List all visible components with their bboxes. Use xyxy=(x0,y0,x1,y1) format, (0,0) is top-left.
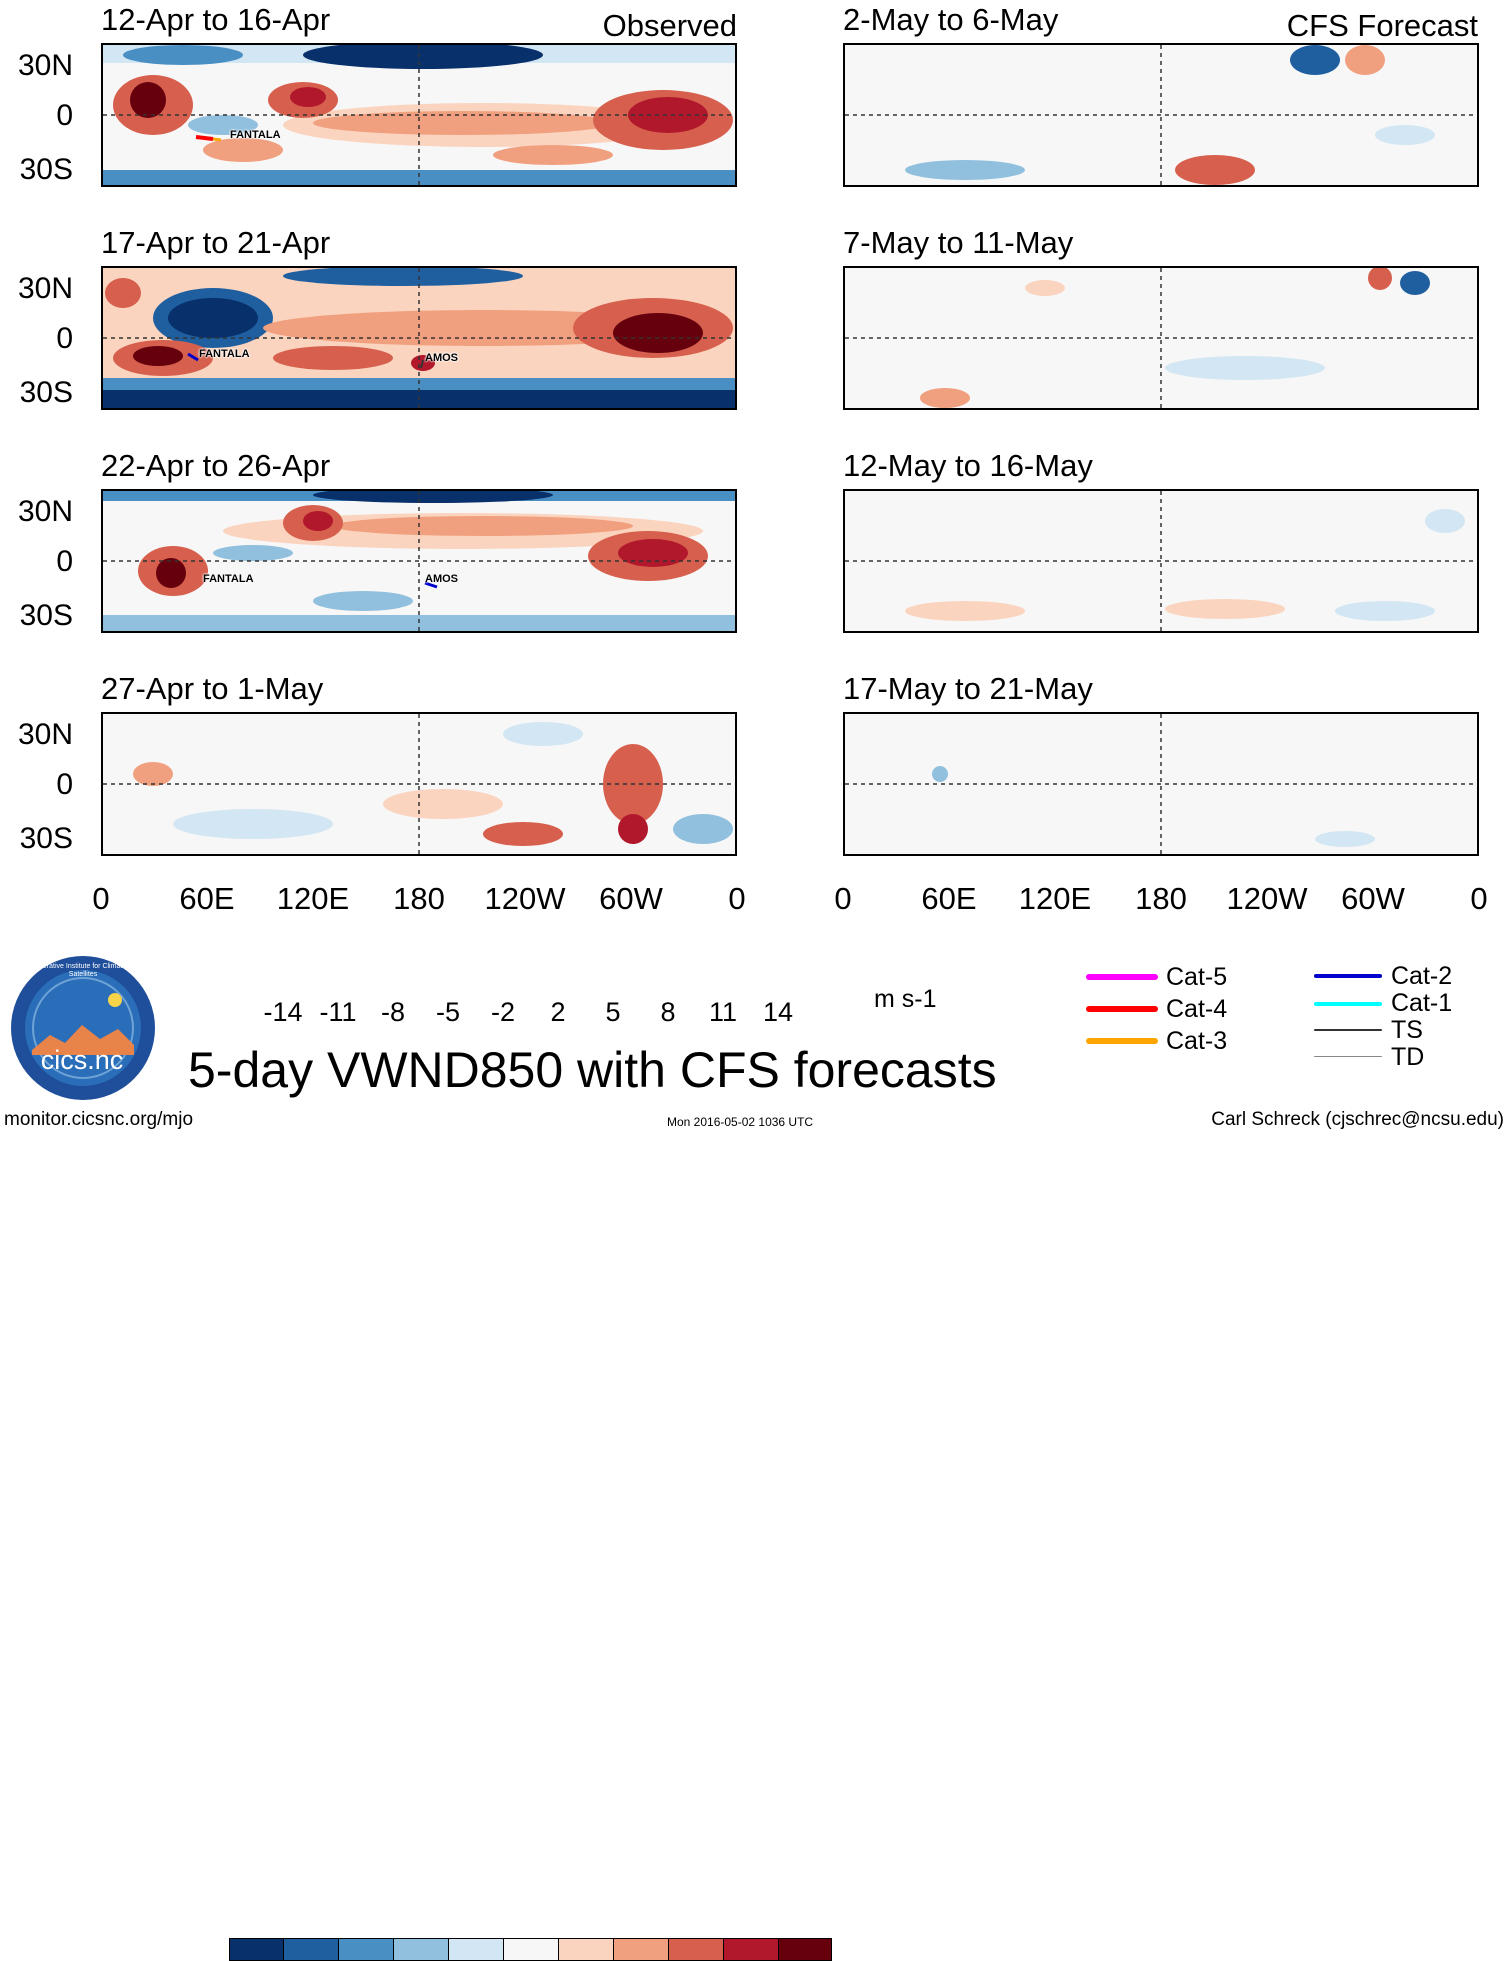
footer-timestamp: Mon 2016-05-02 1036 UTC xyxy=(667,1115,814,1129)
colorbar-swatch xyxy=(229,1938,284,1961)
lat-label: 30S xyxy=(19,153,73,186)
lon-label: 0 xyxy=(92,881,110,916)
colorbar-tick: 8 xyxy=(660,997,676,1027)
storm-label: AMOS xyxy=(425,352,458,364)
forecast-panel-2-map xyxy=(843,266,1479,410)
legend-label: TS xyxy=(1391,1016,1423,1044)
colorbar-swatch xyxy=(778,1938,832,1961)
colorbar-swatch xyxy=(613,1938,669,1961)
legend-label: Cat-5 xyxy=(1166,963,1228,991)
colorbar-tick: -11 xyxy=(319,997,357,1027)
cat4-swatch xyxy=(1086,1006,1158,1012)
storm-label: FANTALA xyxy=(230,129,281,141)
legend-label: Cat-1 xyxy=(1391,989,1453,1017)
legend-label: Cat-3 xyxy=(1166,1027,1228,1055)
logo-ring-text: Cooperative Institute for Climate and Sa… xyxy=(26,963,140,978)
lon-label: 0 xyxy=(834,881,852,916)
observed-panel-3-title: 22-Apr to 26-Apr xyxy=(101,448,331,483)
legend-label: Cat-2 xyxy=(1391,962,1453,990)
lon-label: 60W xyxy=(1341,881,1405,916)
colorbar-tick: -14 xyxy=(263,997,303,1027)
cat5-swatch xyxy=(1086,974,1158,980)
colorbar-swatch xyxy=(558,1938,614,1961)
forecast-panel-1-map xyxy=(843,43,1479,187)
colorbar-tick: 5 xyxy=(605,997,621,1027)
lat-label: 0 xyxy=(56,768,73,801)
footer-author: Carl Schreck (cjschrec@ncsu.edu) xyxy=(1211,1109,1504,1130)
lat-label: 0 xyxy=(56,545,73,578)
lat-label: 30N xyxy=(17,495,73,528)
observed-panel-2-map: FANTALA AMOS xyxy=(101,266,737,410)
lon-label: 120W xyxy=(1226,881,1308,916)
forecast-panel-3-map xyxy=(843,489,1479,633)
lat-label: 30S xyxy=(19,376,73,409)
observed-panel-1-map: FANTALA xyxy=(101,43,737,187)
forecast-label: CFS Forecast xyxy=(1286,8,1478,43)
colorbar-tick: -2 xyxy=(490,997,516,1027)
lon-label: 60E xyxy=(179,881,235,916)
colorbar-units: m s-1 xyxy=(874,985,937,1013)
lat-label: 0 xyxy=(56,322,73,355)
storm-label: AMOS xyxy=(425,573,458,585)
logo-text: cics.nc xyxy=(40,1045,124,1075)
colorbar-swatch xyxy=(338,1938,394,1961)
lat-label: 30N xyxy=(17,49,73,82)
lon-label: 120E xyxy=(1018,881,1092,916)
observed-panel-3-map: FANTALA AMOS xyxy=(101,489,737,633)
forecast-panel-1-title: 2-May to 6-May xyxy=(843,2,1059,37)
forecast-panel-4-title: 17-May to 21-May xyxy=(843,671,1093,706)
colorbar-tick: 11 xyxy=(708,997,738,1027)
colorbar-tick: 14 xyxy=(762,997,794,1027)
lon-label: 180 xyxy=(393,881,445,916)
lon-label: 60E xyxy=(921,881,977,916)
colorbar-swatch xyxy=(283,1938,339,1961)
lat-label: 30N xyxy=(17,272,73,305)
lon-label: 120W xyxy=(484,881,566,916)
forecast-panel-3-title: 12-May to 16-May xyxy=(843,448,1093,483)
cat3-swatch xyxy=(1086,1038,1158,1044)
footer-url: monitor.cicsnc.org/mjo xyxy=(4,1109,194,1130)
legend-label: TD xyxy=(1391,1043,1425,1071)
colorbar xyxy=(229,969,832,1961)
colorbar-swatch xyxy=(668,1938,724,1961)
cics-logo: cics.nc Cooperative Institute for Climat… xyxy=(10,955,156,1101)
main-title: 5-day VWND850 with CFS forecasts xyxy=(188,1042,997,1098)
observed-label: Observed xyxy=(602,8,737,43)
lon-label: 0 xyxy=(728,881,746,916)
colorbar-swatch xyxy=(723,1938,779,1961)
colorbar-tick: -8 xyxy=(380,997,406,1027)
lat-label: 0 xyxy=(56,99,73,132)
lat-label: 30N xyxy=(17,718,73,751)
observed-panel-2-title: 17-Apr to 21-Apr xyxy=(101,225,331,260)
forecast-panel-2-title: 7-May to 11-May xyxy=(843,225,1074,260)
legend-label: Cat-4 xyxy=(1166,995,1228,1023)
colorbar-swatch xyxy=(503,1938,559,1961)
observed-panel-4-map xyxy=(101,712,737,856)
lon-label: 180 xyxy=(1135,881,1187,916)
forecast-panel-4-map xyxy=(843,712,1479,856)
colorbar-swatch xyxy=(448,1938,504,1961)
storm-label: FANTALA xyxy=(199,348,250,360)
lat-label: 30S xyxy=(19,822,73,855)
storm-label: FANTALA xyxy=(203,573,254,585)
colorbar-tick: -5 xyxy=(435,997,461,1027)
colorbar-swatch xyxy=(393,1938,449,1961)
lon-label: 0 xyxy=(1470,881,1488,916)
cat1-swatch xyxy=(1314,1002,1382,1006)
lon-label: 120E xyxy=(276,881,350,916)
ts-swatch xyxy=(1314,1029,1382,1031)
lon-label: 60W xyxy=(599,881,663,916)
colorbar-tick: 2 xyxy=(550,997,566,1027)
observed-panel-1-title: 12-Apr to 16-Apr xyxy=(101,2,331,37)
cat2-swatch xyxy=(1314,974,1382,978)
lat-label: 30S xyxy=(19,599,73,632)
td-swatch xyxy=(1314,1056,1382,1057)
observed-panel-4-title: 27-Apr to 1-May xyxy=(101,671,324,706)
